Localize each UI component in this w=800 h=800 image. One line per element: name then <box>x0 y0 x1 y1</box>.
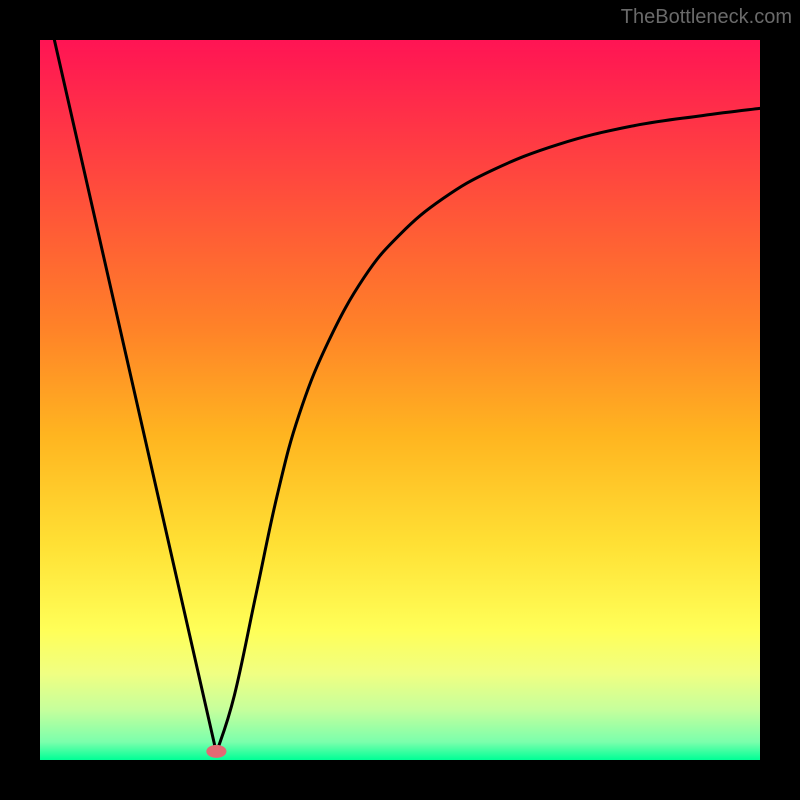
plot-gradient-background <box>40 40 760 760</box>
chart-container: TheBottleneck.com <box>0 0 800 800</box>
attribution-label: TheBottleneck.com <box>621 6 792 29</box>
